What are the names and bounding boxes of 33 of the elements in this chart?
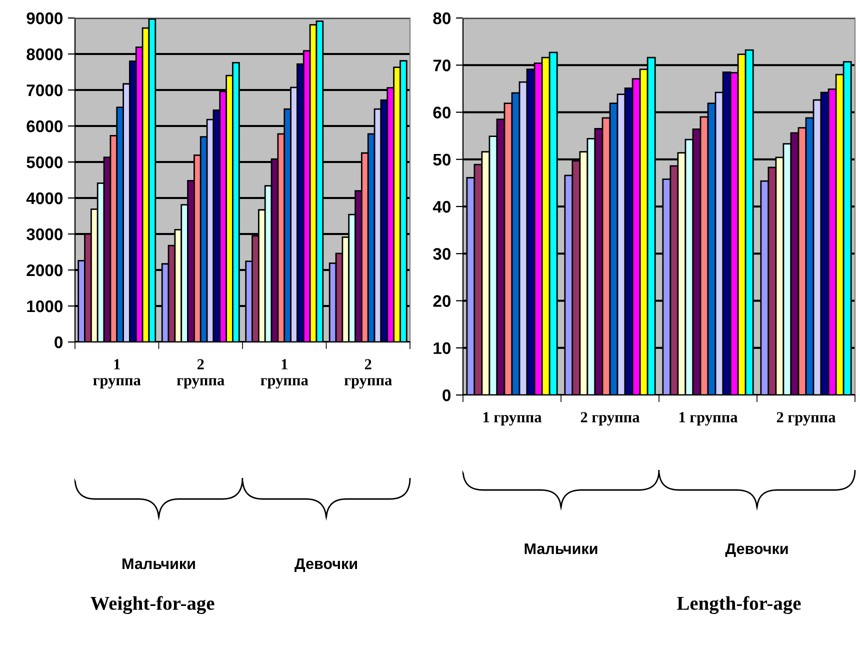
x-tick-label: 1 группа <box>483 412 542 426</box>
x-tick-label: 2 группа <box>580 412 640 426</box>
x-tick-label: 2 группа <box>176 359 224 389</box>
text: Weight-for-age <box>90 596 214 614</box>
y-tick-label: 70 <box>433 60 451 72</box>
text: Девочки <box>294 558 357 572</box>
y-tick-label: 50 <box>433 154 451 166</box>
text: Девочки <box>725 543 788 557</box>
y-tick-label: 9000 <box>26 12 63 24</box>
y-tick-label: 1000 <box>27 300 63 312</box>
y-tick-label: 4000 <box>26 192 63 204</box>
text: Мальчики <box>524 543 598 554</box>
y-tick-label: 8000 <box>26 48 63 60</box>
y-tick-label: 7000 <box>26 84 63 96</box>
y-tick-label: 10 <box>434 342 451 354</box>
text: Мальчики <box>122 558 195 570</box>
y-tick-label: 0 <box>442 389 451 402</box>
x-tick-label: 2 группа <box>776 412 836 426</box>
x-tick-label: 2 группа <box>344 359 392 389</box>
y-tick-label: 80 <box>433 12 451 24</box>
x-tick-label: 1 группа <box>260 359 308 389</box>
y-tick-label: 30 <box>433 248 451 260</box>
y-tick-label: 5000 <box>26 156 63 168</box>
text: Length-for-age <box>677 596 801 614</box>
y-tick-label: 60 <box>433 106 451 118</box>
y-tick-label: 3000 <box>26 228 63 240</box>
y-tick-label: 6000 <box>26 120 63 132</box>
x-tick-label: 1 группа <box>679 412 738 426</box>
y-tick-label: 2000 <box>26 264 63 276</box>
y-tick-label: 0 <box>54 336 63 348</box>
y-tick-label: 20 <box>433 295 451 307</box>
x-tick-label: 1 группа <box>93 359 141 389</box>
y-tick-label: 40 <box>432 200 451 213</box>
